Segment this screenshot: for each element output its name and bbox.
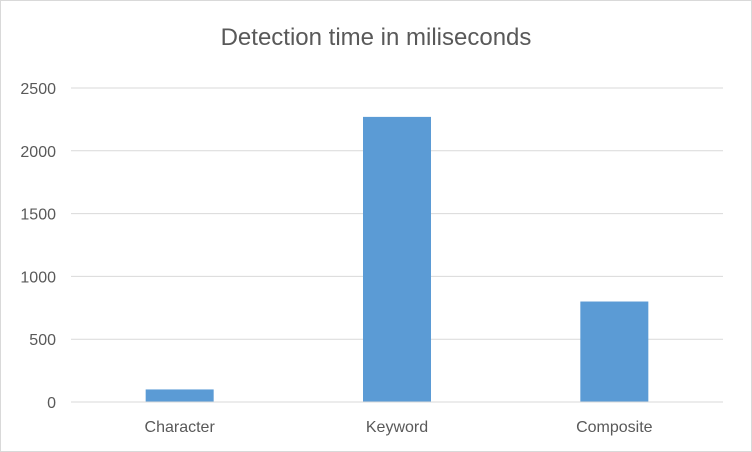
y-tick-label: 1500 (20, 207, 56, 224)
x-axis-categories: Character Keyword Composite (145, 419, 653, 436)
bars (145, 116, 649, 402)
bar-composite (580, 301, 649, 402)
y-axis-ticks: 0 500 1000 1500 2000 2500 (20, 81, 56, 412)
bar-keyword (363, 116, 431, 402)
y-tick-label: 2500 (20, 81, 56, 98)
y-tick-label: 2000 (20, 144, 56, 161)
x-category-label: Composite (576, 419, 653, 436)
x-category-label: Keyword (366, 419, 428, 436)
y-tick-label: 0 (47, 395, 56, 412)
x-category-label: Character (145, 419, 216, 436)
bar-character (145, 389, 214, 402)
y-tick-label: 500 (29, 332, 56, 349)
y-tick-label: 1000 (20, 269, 56, 286)
chart-title: Detection time in miliseconds (220, 24, 532, 51)
